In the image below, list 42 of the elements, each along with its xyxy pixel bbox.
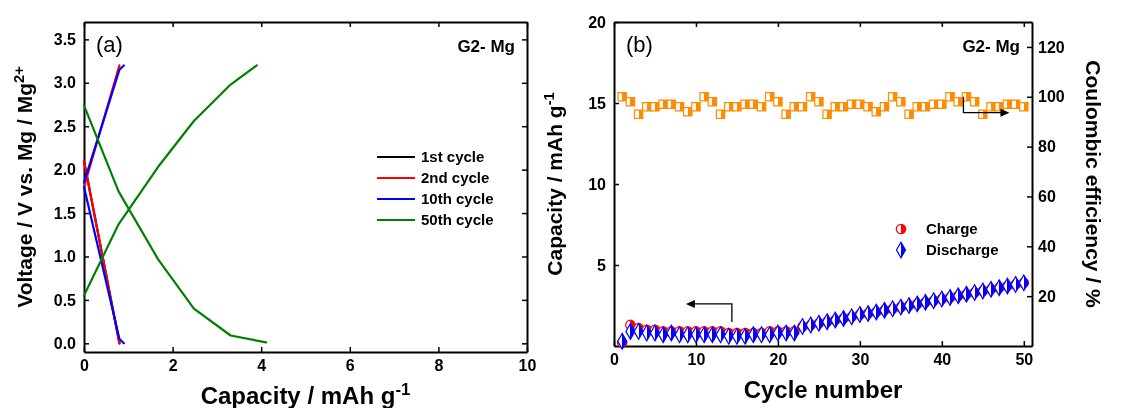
y-tick-label: 0.5 bbox=[53, 291, 77, 309]
y2-tick-label: 60 bbox=[1038, 188, 1056, 206]
y-tick-label: 15 bbox=[588, 94, 607, 112]
x-tick-label: 0 bbox=[80, 357, 90, 375]
y2-axis-title: Coulombic efficiency / % bbox=[1082, 60, 1105, 309]
y-tick-label: 1.0 bbox=[53, 248, 77, 266]
y2-tick-label: 100 bbox=[1038, 88, 1065, 106]
annotation: G2- Mg bbox=[457, 37, 515, 56]
y-tick-label: 10 bbox=[588, 175, 607, 193]
x-tick-label: 8 bbox=[434, 357, 444, 375]
x-tick-label: 30 bbox=[851, 351, 870, 369]
x-tick-label: 10 bbox=[687, 351, 706, 369]
x-tick-label: 40 bbox=[933, 351, 952, 369]
y2-tick-label: 40 bbox=[1038, 237, 1056, 255]
legend-label: 2nd cycle bbox=[421, 169, 490, 186]
x-tick-label: 0 bbox=[610, 351, 620, 369]
y-tick-label: 5 bbox=[597, 256, 607, 274]
x-axis-title: Cycle number bbox=[743, 376, 903, 403]
legend-label: Charge bbox=[926, 220, 978, 237]
annotation: G2- Mg bbox=[962, 37, 1020, 56]
y-tick-label: 1.5 bbox=[53, 204, 77, 222]
x-tick-label: 2 bbox=[168, 357, 178, 375]
legend-label: 50th cycle bbox=[421, 211, 494, 228]
legend-label: 1st cycle bbox=[421, 148, 485, 165]
annotation: (a) bbox=[96, 32, 123, 57]
y2-tick-label: 20 bbox=[1038, 287, 1056, 305]
y-tick-label: 2.0 bbox=[53, 161, 77, 179]
y-tick-label: 2.5 bbox=[53, 117, 77, 135]
legend-label: 10th cycle bbox=[421, 190, 494, 207]
x-tick-label: 6 bbox=[345, 357, 355, 375]
y-tick-label: 0.0 bbox=[53, 334, 77, 352]
x-tick-label: 20 bbox=[769, 351, 788, 369]
y2-tick-label: 120 bbox=[1038, 38, 1065, 56]
x-tick-label: 50 bbox=[1015, 351, 1034, 369]
y-tick-label: 3.0 bbox=[53, 74, 77, 92]
annotation: (b) bbox=[626, 32, 653, 57]
x-tick-label: 10 bbox=[518, 357, 537, 375]
y-tick-label: 3.5 bbox=[53, 30, 77, 48]
x-tick-label: 4 bbox=[257, 357, 267, 375]
legend-label: Discharge bbox=[926, 241, 999, 258]
y-tick-label: 20 bbox=[588, 13, 607, 31]
y2-tick-label: 80 bbox=[1038, 138, 1056, 156]
